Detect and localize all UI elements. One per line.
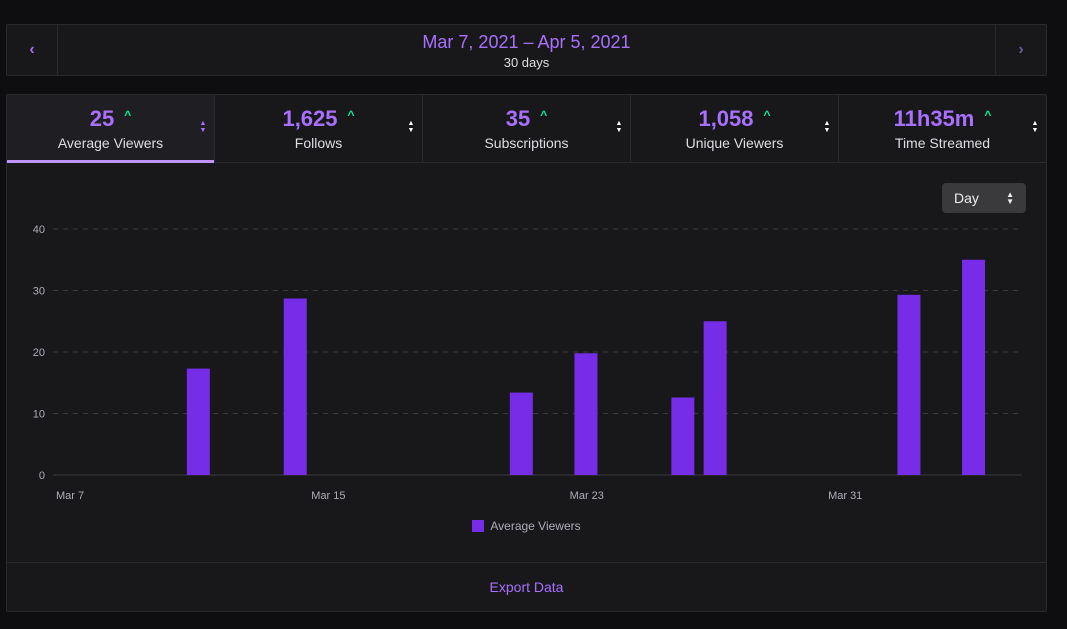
chart-legend: Average Viewers xyxy=(7,519,1046,533)
sort-icon[interactable]: ▲ ▼ xyxy=(1031,120,1039,134)
stat-label: Average Viewers xyxy=(57,135,164,151)
stat-tab-average-viewers[interactable]: 25 ^ Average Viewers ▲ ▼ xyxy=(7,95,215,163)
chevron-left-icon: ‹ xyxy=(29,41,35,58)
stats-panel: 25 ^ Average Viewers ▲ ▼ 1,625 ^ Follows … xyxy=(6,94,1047,612)
stat-value: 25 xyxy=(89,106,115,131)
y-tick-label: 20 xyxy=(33,347,45,359)
export-data-button[interactable]: Export Data xyxy=(7,562,1046,611)
y-tick-label: 0 xyxy=(39,470,45,482)
stat-value: 1,058 xyxy=(698,106,754,131)
bar xyxy=(509,392,533,475)
stat-value: 35 xyxy=(505,106,531,131)
trend-up-icon: ^ xyxy=(124,108,132,122)
chart-area: Day ▲ ▼ 0 10 20 30 40 Mar 7 Mar 15 Mar 23 Mar 31 … xyxy=(7,163,1046,563)
date-range-label: Mar 7, 2021 – Apr 5, 2021 xyxy=(422,31,631,52)
legend-label: Average Viewers xyxy=(490,519,581,533)
x-tick-label: Mar 23 xyxy=(570,490,604,502)
sort-icon[interactable]: ▲ ▼ xyxy=(199,120,207,134)
select-arrows-icon: ▲ ▼ xyxy=(1006,190,1014,206)
stat-label: Unique Viewers xyxy=(685,135,784,151)
stat-label: Follows xyxy=(294,135,343,151)
date-range-duration: 30 days xyxy=(503,54,550,70)
bar xyxy=(186,368,210,475)
previous-period-button[interactable]: ‹ xyxy=(7,25,58,75)
trend-up-icon: ^ xyxy=(347,108,355,122)
legend-swatch xyxy=(472,520,485,532)
trend-up-icon: ^ xyxy=(763,108,771,122)
y-tick-label: 40 xyxy=(33,224,45,236)
stat-tab-subscriptions[interactable]: 35 ^ Subscriptions ▲ ▼ xyxy=(423,95,631,162)
bar xyxy=(703,321,727,475)
stat-label: Time Streamed xyxy=(894,135,991,151)
stat-label: Subscriptions xyxy=(484,135,569,151)
interval-select-value: Day xyxy=(954,190,979,206)
y-tick-label: 10 xyxy=(33,409,45,421)
sort-icon[interactable]: ▲ ▼ xyxy=(615,120,623,134)
bar xyxy=(283,298,307,475)
stat-value: 11h35m xyxy=(893,106,975,131)
stat-tab-unique-viewers[interactable]: 1,058 ^ Unique Viewers ▲ ▼ xyxy=(631,95,839,162)
bar xyxy=(897,294,921,475)
next-period-button[interactable]: › xyxy=(995,25,1046,75)
sort-icon[interactable]: ▲ ▼ xyxy=(823,120,831,134)
sort-icon[interactable]: ▲ ▼ xyxy=(407,120,415,134)
bar xyxy=(962,259,986,475)
date-range-bar: ‹ Mar 7, 2021 – Apr 5, 2021 30 days › xyxy=(6,24,1047,76)
trend-up-icon: ^ xyxy=(540,108,548,122)
x-tick-label: Mar 7 xyxy=(56,490,84,502)
stat-tab-follows[interactable]: 1,625 ^ Follows ▲ ▼ xyxy=(215,95,423,162)
average-viewers-chart: 0 10 20 30 40 Mar 7 Mar 15 Mar 23 Mar 31 xyxy=(33,224,1022,502)
y-tick-label: 30 xyxy=(33,286,45,298)
stat-value: 1,625 xyxy=(282,106,338,131)
trend-up-icon: ^ xyxy=(984,108,992,122)
interval-select[interactable]: Day ▲ ▼ xyxy=(942,183,1026,213)
bar xyxy=(574,353,598,475)
stat-tabs: 25 ^ Average Viewers ▲ ▼ 1,625 ^ Follows … xyxy=(7,95,1046,163)
x-tick-label: Mar 15 xyxy=(311,490,345,502)
bar xyxy=(671,397,695,475)
chevron-right-icon: › xyxy=(1018,41,1024,58)
x-tick-label: Mar 31 xyxy=(828,490,862,502)
date-range-display[interactable]: Mar 7, 2021 – Apr 5, 2021 30 days xyxy=(58,25,995,75)
stat-tab-time-streamed[interactable]: 11h35m ^ Time Streamed ▲ ▼ xyxy=(839,95,1046,162)
